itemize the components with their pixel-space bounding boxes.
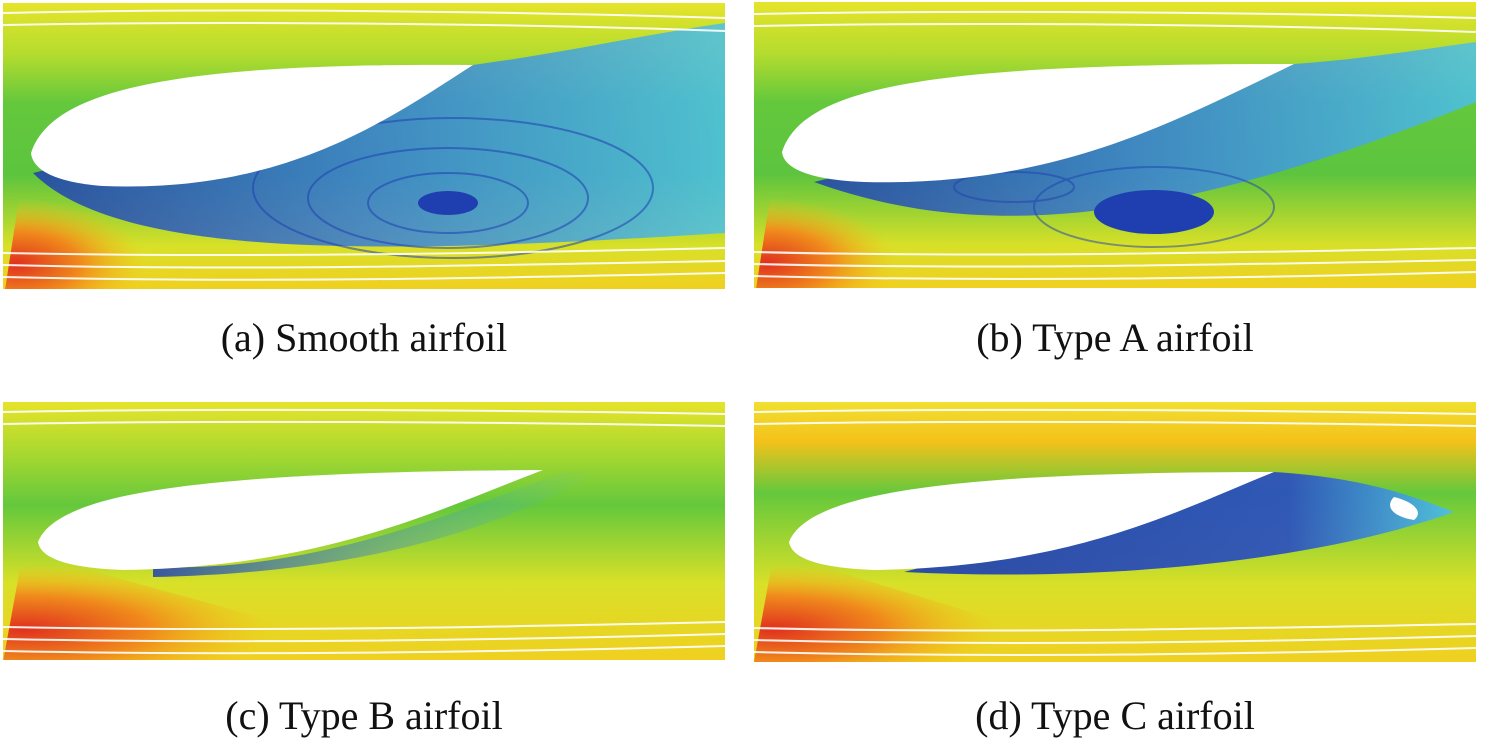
- flow-field-image: [754, 2, 1476, 288]
- caption-c: (c) Type B airfoil: [225, 693, 503, 738]
- flow-field-type-a-airfoil: [754, 2, 1476, 288]
- flow-field-type-c-airfoil: [754, 402, 1476, 662]
- flow-field-type-b-airfoil: [3, 402, 725, 660]
- flow-field-image: [3, 402, 725, 660]
- caption-d: (d) Type C airfoil: [975, 693, 1255, 738]
- caption-a: (a) Smooth airfoil: [220, 315, 508, 360]
- flow-field-image: [754, 402, 1476, 662]
- flow-field-smooth-airfoil: [3, 3, 725, 289]
- caption-b: (b) Type A airfoil: [976, 315, 1254, 360]
- flow-field-image: [3, 3, 725, 289]
